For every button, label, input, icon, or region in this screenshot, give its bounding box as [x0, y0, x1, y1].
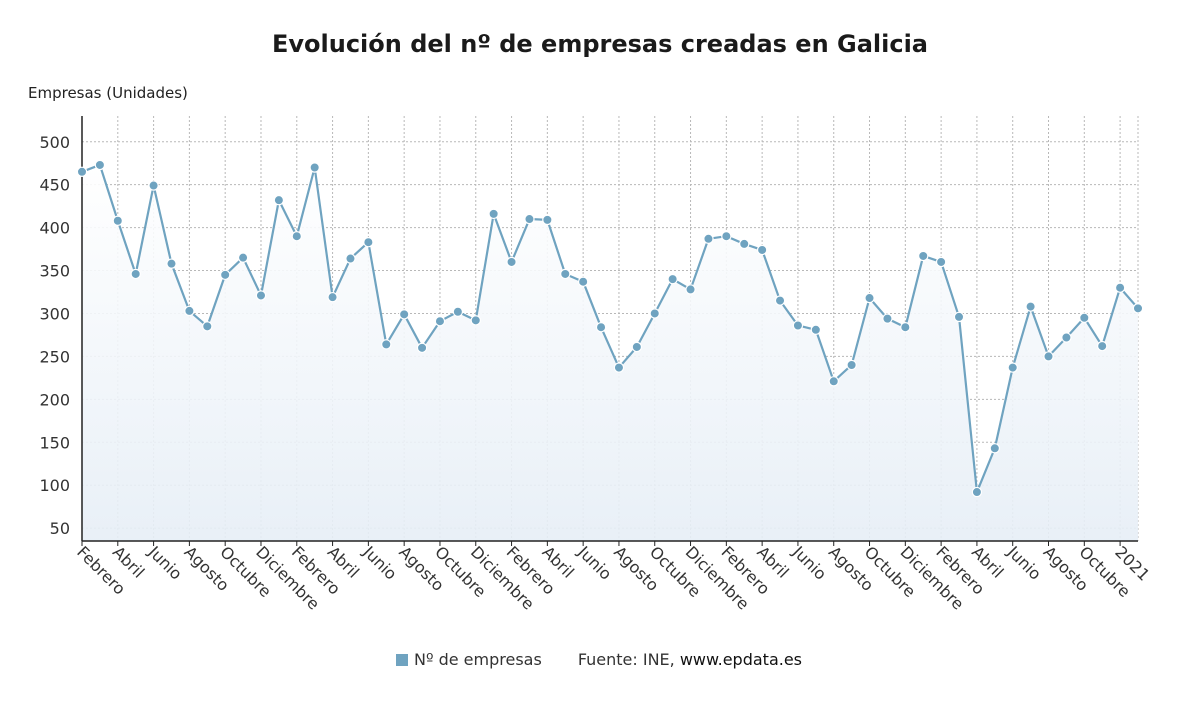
data-point: [792, 320, 804, 331]
data-point: [846, 359, 857, 371]
data-point: [613, 362, 625, 373]
data-point: [184, 305, 195, 317]
data-point: [721, 231, 732, 242]
data-point: [398, 309, 410, 320]
data-point: [703, 233, 714, 244]
data-point: [381, 339, 392, 350]
y-tick-label: 50: [50, 519, 70, 538]
data-point: [971, 486, 983, 498]
data-point: [273, 194, 285, 206]
data-point: [76, 166, 88, 178]
data-point: [434, 316, 446, 327]
data-point: [148, 180, 159, 191]
source-note: Fuente: INE, www.epdata.es: [578, 650, 802, 669]
y-tick-label: 500: [39, 133, 70, 152]
data-point: [1097, 340, 1108, 352]
source-prefix: Fuente: INE,: [577, 650, 680, 669]
data-point: [918, 250, 929, 262]
legend-label: Nº de empresas: [414, 650, 542, 669]
y-tick-label: 150: [39, 433, 70, 452]
data-point: [524, 213, 535, 225]
data-point: [882, 313, 893, 324]
y-tick-label: 100: [39, 476, 70, 495]
data-point: [560, 268, 571, 280]
data-point: [935, 256, 947, 268]
data-point: [1025, 301, 1036, 312]
data-point: [327, 291, 338, 303]
data-point: [828, 376, 839, 387]
chart-title: Evolución del nº de empresas creadas en …: [271, 30, 928, 58]
data-point: [756, 244, 768, 256]
y-tick-label: 200: [39, 390, 70, 409]
data-point: [291, 231, 302, 242]
data-point: [631, 341, 643, 353]
y-tick-label: 400: [39, 219, 70, 238]
data-point: [255, 290, 267, 301]
series-points: [76, 159, 1144, 498]
data-point: [810, 324, 822, 335]
data-point: [452, 306, 464, 317]
data-point: [1079, 312, 1090, 323]
data-point: [864, 292, 875, 304]
data-point: [1114, 282, 1126, 293]
x-tick-label: Junio: [574, 542, 616, 584]
y-tick-label: 250: [39, 347, 70, 366]
data-point: [488, 208, 499, 220]
data-point: [667, 273, 678, 285]
data-point: [685, 284, 696, 295]
data-point: [1007, 362, 1018, 373]
data-point: [1061, 332, 1072, 343]
x-tick-label: Junio: [788, 542, 830, 584]
data-point: [237, 252, 249, 263]
data-point: [345, 253, 356, 264]
data-point: [506, 256, 517, 268]
y-tick-label: 450: [39, 176, 70, 195]
y-axis-label: Empresas (Unidades): [28, 84, 188, 102]
series-area: [82, 164, 1138, 541]
data-point: [363, 237, 374, 248]
x-tick-labels: FebreroAbrilJunioAgostoOctubreDiciembreF…: [73, 542, 1153, 614]
data-point: [649, 308, 660, 319]
legend-swatch: [396, 653, 408, 666]
source-site: www.epdata.es: [679, 650, 803, 669]
data-point: [470, 315, 481, 326]
data-point: [595, 322, 607, 333]
x-tick-label: Junio: [144, 542, 186, 584]
data-point: [900, 322, 911, 333]
data-point: [577, 276, 589, 287]
data-point: [953, 311, 965, 323]
axes: [81, 116, 1138, 546]
data-point: [130, 268, 141, 280]
data-point: [739, 238, 750, 250]
y-tick-label: 300: [39, 304, 70, 323]
data-point: [219, 269, 231, 281]
x-tick-label: Junio: [359, 542, 401, 584]
series-line: [81, 163, 1139, 494]
y-tick-labels: 50 100 150 200 250 300 350 400 450 500: [39, 133, 70, 538]
series-area-fill: [82, 164, 1138, 541]
data-point: [166, 258, 177, 269]
x-tick-label: Junio: [1003, 542, 1045, 584]
series-polyline: [81, 163, 1139, 494]
data-point: [1132, 303, 1144, 314]
data-point: [309, 162, 320, 173]
data-point: [94, 159, 106, 171]
data-point: [542, 214, 553, 226]
data-point: [989, 443, 1001, 454]
data-point: [112, 215, 123, 226]
data-point: [416, 342, 428, 354]
y-tick-label: 350: [39, 262, 70, 281]
legend: Nº de empresas Fuente: INE, www.epdata.e…: [396, 650, 802, 669]
data-point: [774, 295, 786, 306]
data-point: [202, 321, 213, 332]
data-point: [1043, 351, 1054, 362]
